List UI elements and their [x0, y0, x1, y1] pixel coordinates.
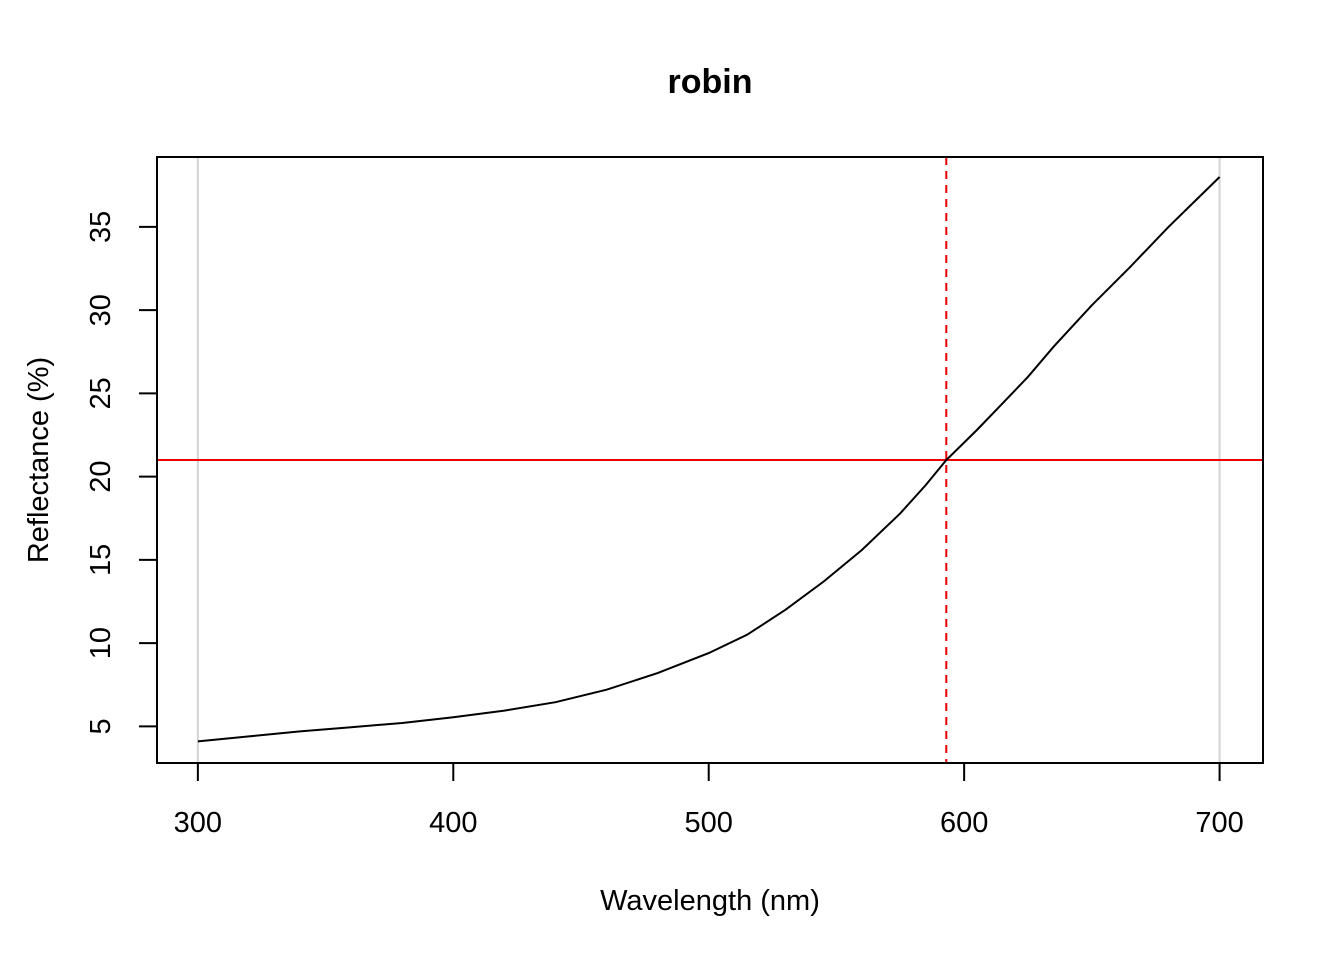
x-tick-label: 700	[1195, 807, 1243, 839]
y-tick-label: 30	[85, 294, 117, 326]
y-tick-label: 15	[85, 544, 117, 576]
x-axis-label: Wavelength (nm)	[600, 885, 820, 917]
y-tick-label: 35	[85, 211, 117, 243]
x-tick-label: 500	[685, 807, 733, 839]
x-tick-label: 300	[174, 807, 222, 839]
x-tick-label: 600	[940, 807, 988, 839]
y-axis-label: Reflectance (%)	[23, 357, 55, 563]
y-axis: 5 10 15 20 25 30 35	[85, 211, 158, 734]
plot-area	[157, 157, 1263, 763]
series-line-0	[197, 176, 1221, 743]
x-tick-label: 400	[429, 807, 477, 839]
chart-title: robin	[668, 63, 753, 101]
y-tick-label: 10	[85, 627, 117, 659]
y-tick-label: 5	[85, 718, 117, 734]
y-tick-label: 20	[85, 460, 117, 492]
x-axis: 300 400 500 600 700	[174, 762, 1244, 839]
y-tick-label: 25	[85, 377, 117, 409]
